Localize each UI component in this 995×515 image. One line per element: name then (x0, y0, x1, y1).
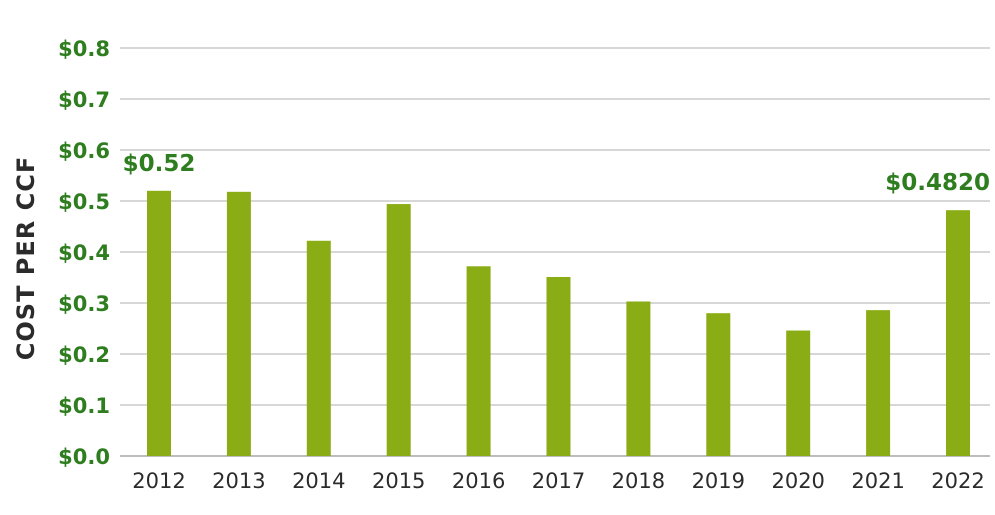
y-tick-label: $0.8 (58, 37, 110, 61)
bar-2016 (466, 266, 491, 456)
x-tick-label: 2014 (292, 469, 345, 493)
bars (147, 190, 970, 457)
y-axis-ticks: $0.0 $0.1 $0.2 $0.3 $0.4 $0.5 $0.6 $0.7 $0.8 (58, 37, 110, 469)
bar-2022 (946, 210, 970, 456)
data-label-2012: $0.52 (123, 151, 196, 177)
data-label-2022: $0.4820 (885, 170, 990, 196)
x-tick-label: 2020 (771, 469, 824, 493)
x-tick-label: 2019 (692, 469, 745, 493)
bar-2020 (786, 330, 811, 456)
y-tick-label: $0.0 (58, 445, 110, 469)
bar-2015 (386, 204, 411, 456)
x-tick-label: 2017 (532, 469, 585, 493)
bar-2018 (626, 301, 651, 456)
x-tick-label: 2013 (212, 469, 265, 493)
bar-2014 (306, 240, 331, 456)
bar-2019 (706, 313, 731, 456)
data-labels: $0.52 $0.4820 (123, 151, 990, 196)
y-tick-label: $0.3 (58, 292, 110, 316)
x-tick-label: 2021 (851, 469, 904, 493)
x-axis-ticks: 2012 2013 2014 2015 2016 2017 2018 2019 2020 2021… (132, 469, 984, 493)
x-tick-label: 2016 (452, 469, 505, 493)
y-tick-label: $0.1 (58, 394, 110, 418)
x-tick-label: 2012 (132, 469, 185, 493)
bar-2017 (546, 276, 571, 456)
y-tick-label: $0.4 (58, 241, 110, 265)
y-tick-label: $0.5 (58, 190, 110, 214)
y-tick-label: $0.2 (58, 343, 110, 367)
bar-2012 (147, 190, 171, 457)
x-tick-label: 2022 (931, 469, 984, 493)
x-tick-label: 2018 (612, 469, 665, 493)
gridlines (120, 47, 990, 457)
y-tick-label: $0.6 (58, 139, 110, 163)
bar-2021 (866, 310, 891, 456)
x-tick-label: 2015 (372, 469, 425, 493)
y-tick-label: $0.7 (58, 88, 110, 112)
bar-2013 (226, 191, 251, 456)
y-axis-label: COST PER CCF (12, 156, 40, 360)
